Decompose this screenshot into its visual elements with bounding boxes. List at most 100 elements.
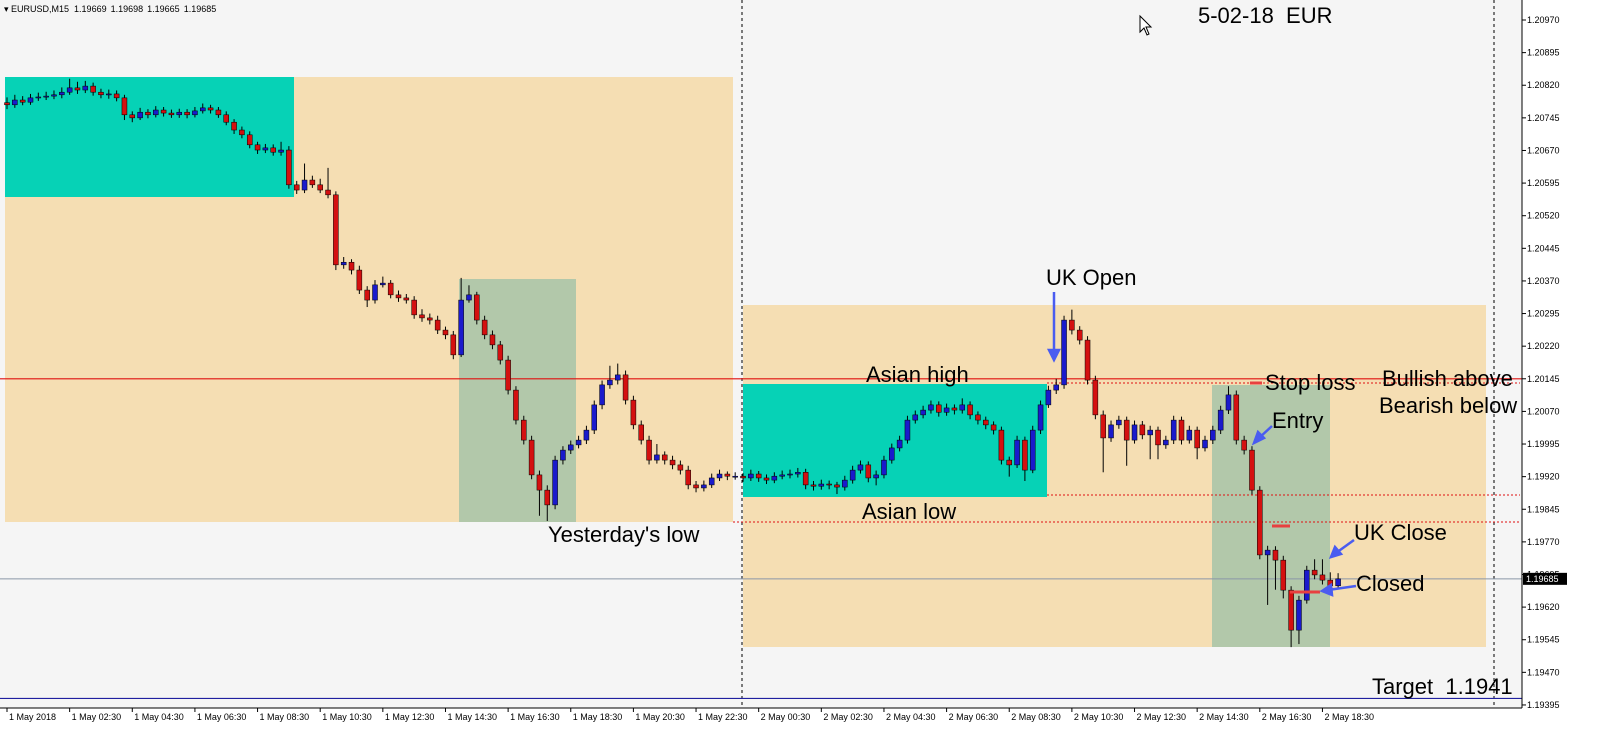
candle-body	[489, 334, 496, 346]
annotation: Asian high	[866, 362, 969, 387]
candle-body	[325, 189, 331, 196]
candle-body	[246, 134, 253, 146]
candle-body	[1288, 589, 1294, 631]
candle-body	[1084, 339, 1091, 381]
candle-body	[763, 477, 770, 481]
candle-body	[1241, 439, 1247, 451]
chart-header: ▾ EURUSD,M15 1.19669 1.19698 1.19665 1.19685	[4, 4, 216, 14]
asian-session	[5, 77, 294, 197]
candle-body	[865, 464, 872, 479]
candle-body	[66, 87, 73, 93]
x-tick-label: 1 May 04:30	[134, 712, 184, 722]
axes: 1.20970 1.20895 1.20820 1.20745 1.20670 1.205…	[6, 15, 1567, 722]
candle-body	[121, 97, 128, 116]
candle-body	[607, 379, 613, 386]
candle-body	[145, 111, 151, 116]
candle-body	[231, 121, 237, 131]
candle-body	[4, 102, 10, 106]
symbol: EURUSD,M15	[11, 4, 69, 14]
candle-body	[552, 459, 558, 506]
candle-body	[560, 449, 566, 461]
asian-session	[743, 384, 1047, 497]
candle-body	[419, 314, 425, 319]
arrows	[1046, 292, 1357, 597]
candle-body	[1076, 329, 1083, 341]
x-tick-label: 2 May 18:30	[1324, 712, 1374, 722]
header-low: 1.19665	[147, 4, 180, 14]
candle-body	[286, 149, 292, 186]
candle-body	[591, 404, 597, 431]
levels	[0, 378, 1522, 700]
candle-body	[771, 475, 778, 481]
candle-body	[106, 93, 112, 96]
y-tick-label: 1.20670	[1527, 145, 1560, 155]
candle-body	[1319, 574, 1326, 581]
us-session	[1212, 385, 1330, 647]
candle-body	[1155, 429, 1161, 446]
candle-body	[740, 475, 746, 479]
candle-body	[646, 439, 652, 461]
candle-body	[889, 447, 895, 461]
candle-body	[1233, 394, 1240, 441]
candle-body	[842, 479, 848, 488]
candle-body	[708, 477, 715, 486]
candle-body	[301, 179, 308, 191]
candle-body	[834, 484, 840, 488]
candle-body	[920, 409, 926, 416]
x-tick-label: 2 May 10:30	[1074, 712, 1124, 722]
candle-body	[1022, 439, 1028, 471]
y-tick-label: 1.19620	[1527, 602, 1560, 612]
candle-body	[364, 289, 370, 301]
header-close: 1.19685	[184, 4, 217, 14]
candle-body	[82, 85, 89, 91]
x-tick-label: 1 May 08:30	[260, 712, 310, 722]
x-tick-label: 2 May 04:30	[886, 712, 936, 722]
x-tick-label: 2 May 16:30	[1262, 712, 1312, 722]
candle-body	[153, 109, 159, 116]
candle-body	[983, 419, 989, 426]
candle-body	[1123, 419, 1130, 441]
candle-body	[223, 114, 229, 123]
candle-body	[1280, 559, 1287, 591]
header-arrow: ▾	[4, 4, 11, 14]
header-high: 1.19698	[111, 4, 144, 14]
candle-body	[395, 294, 402, 299]
annotation: Bullish above	[1382, 366, 1513, 391]
candle-body	[990, 424, 997, 431]
candle-body	[630, 399, 637, 426]
candle-body	[1131, 424, 1138, 441]
candle-body	[1100, 414, 1106, 439]
candle-body	[317, 184, 323, 191]
candle-body	[1225, 394, 1232, 411]
annotation: Target 1.1941	[1372, 674, 1513, 699]
x-tick-label: 1 May 06:30	[197, 712, 247, 722]
x-tick-label: 1 May 02:30	[72, 712, 122, 722]
y-tick-label: 1.20295	[1527, 309, 1560, 319]
y-tick-label: 1.19845	[1527, 504, 1560, 514]
candle-body	[434, 319, 441, 331]
candle-body	[207, 107, 214, 111]
candles	[4, 78, 1341, 648]
y-tick-label: 1.20220	[1527, 341, 1560, 351]
candle-body	[536, 474, 543, 491]
y-tick-label: 1.20145	[1527, 374, 1560, 384]
y-tick-label: 1.20445	[1527, 243, 1560, 253]
candle-body	[818, 483, 825, 487]
candle-body	[669, 459, 676, 466]
candle-body	[638, 424, 644, 441]
candle-body	[59, 91, 65, 96]
candle-body	[340, 261, 347, 266]
candle-body	[192, 110, 198, 116]
candle-body	[849, 469, 856, 481]
y-tick-label: 1.20745	[1527, 113, 1560, 123]
candle-body	[873, 474, 879, 479]
candle-body	[309, 179, 316, 186]
candle-body	[599, 384, 605, 406]
candle-body	[912, 414, 919, 421]
candle-body	[333, 194, 339, 266]
candle-body	[98, 91, 104, 96]
candle-body	[959, 404, 966, 411]
candle-body	[1014, 439, 1020, 466]
